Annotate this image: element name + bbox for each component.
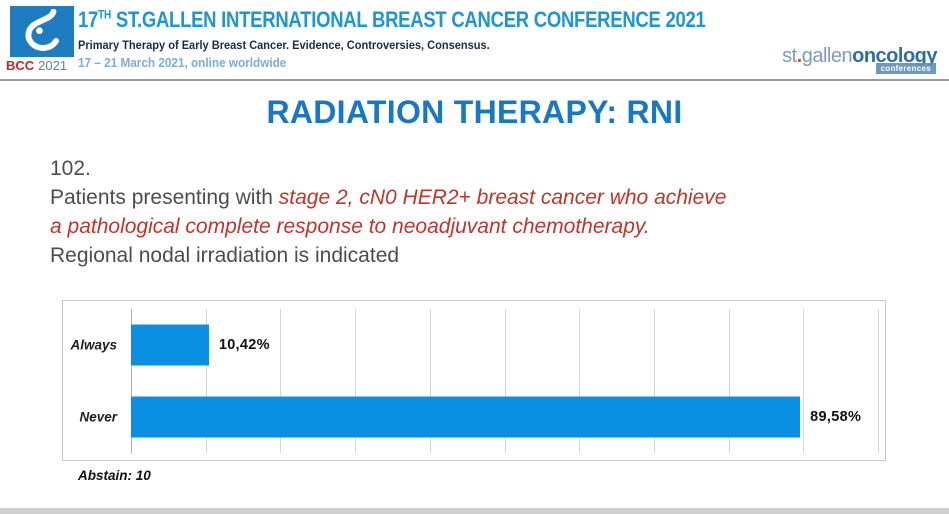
- gridline: [728, 309, 730, 453]
- conference-dates: 17 – 21 March 2021, online worldwide: [78, 56, 287, 70]
- bottom-strip: [0, 508, 949, 514]
- title-superscript: TH: [98, 7, 111, 22]
- conference-title: 17TH ST.GALLEN INTERNATIONAL BREAST CANC…: [78, 7, 706, 33]
- value-label: 89,58%: [810, 409, 862, 425]
- question-line-2: a pathological complete response to neoa…: [50, 215, 650, 238]
- bar-row-always: Always 10,42%: [70, 309, 878, 381]
- gridline: [355, 309, 357, 453]
- header-text-block: 17TH ST.GALLEN INTERNATIONAL BREAST CANC…: [78, 7, 825, 70]
- gridline: [131, 309, 132, 453]
- gridline: [653, 309, 655, 453]
- wordmark-dot: .: [796, 45, 803, 67]
- gridline: [280, 309, 282, 453]
- value-label: 10,42%: [218, 337, 270, 353]
- title-prefix: 17: [78, 7, 99, 32]
- question-line1-red: stage 2, cN0 HER2+ breast cancer who ach…: [278, 186, 727, 209]
- abstain-note: Abstain: 10: [78, 468, 151, 483]
- poll-result-chart: Always 10,42% Never 89,58%: [62, 300, 886, 461]
- category-label: Always: [70, 337, 117, 353]
- bcc-year: 2021: [38, 58, 68, 73]
- plot-area: Always 10,42% Never 89,58%: [70, 309, 879, 453]
- gridline: [878, 309, 879, 453]
- wordmark-gallen: gallen: [801, 45, 853, 67]
- bcc-logo: [10, 6, 74, 57]
- question-line-1: Patients presenting with stage 2, cN0 HE…: [50, 183, 726, 212]
- question-line-3: Regional nodal irradiation is indicated: [50, 244, 400, 267]
- conference-header: BCC 2021 17TH ST.GALLEN INTERNATIONAL BRE…: [0, 0, 949, 81]
- conferences-badge: conferences: [875, 63, 936, 74]
- category-label: Never: [79, 409, 117, 425]
- question-block: 102. Patients presenting with stage 2, c…: [50, 154, 726, 270]
- gridline: [803, 309, 805, 453]
- bar-always: [131, 324, 209, 366]
- title-rest: ST.GALLEN INTERNATIONAL BREAST CANCER CO…: [110, 7, 706, 32]
- bcc-text: BCC: [6, 58, 35, 73]
- gridline: [579, 309, 581, 453]
- bar-row-never: Never 89,58%: [79, 381, 878, 453]
- stgallen-wordmark: st.gallenoncology: [782, 45, 937, 68]
- gridline: [429, 309, 431, 453]
- wordmark-st: st: [782, 45, 797, 67]
- bcc-logo-caption: BCC 2021: [6, 58, 86, 73]
- stgallen-oncology-logo: st.gallenoncology conferences: [782, 45, 937, 74]
- gridline: [504, 309, 506, 453]
- bar-never: [131, 396, 801, 438]
- wordmark-oncology: oncology: [852, 45, 937, 67]
- question-number: 102.: [50, 157, 91, 180]
- conference-subtitle: Primary Therapy of Early Breast Cancer. …: [78, 38, 490, 52]
- gridline: [205, 309, 207, 453]
- question-line1-gray: Patients presenting with: [50, 186, 279, 209]
- slide-title: RADIATION THERAPY: RNI: [266, 94, 683, 130]
- breast-drop-icon: [25, 9, 59, 51]
